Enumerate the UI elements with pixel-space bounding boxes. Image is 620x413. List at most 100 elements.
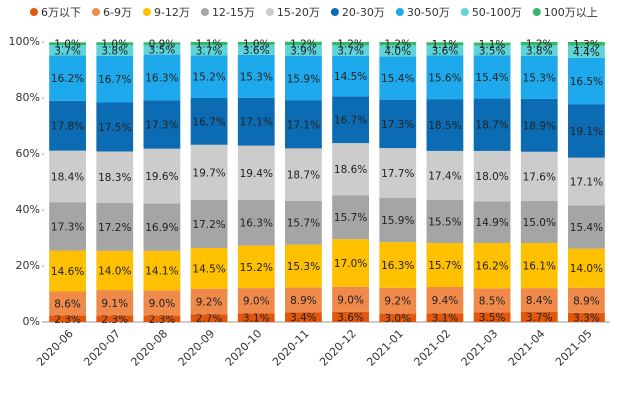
bar-segment xyxy=(237,245,275,289)
bar-segment xyxy=(96,250,134,291)
value-label: 17.2% xyxy=(98,222,131,234)
value-label: 2.3% xyxy=(101,314,128,326)
value-label: 9.0% xyxy=(149,298,176,310)
bar-segment xyxy=(332,45,369,56)
value-label: 15.4% xyxy=(475,72,508,84)
value-label: 15.0% xyxy=(523,217,556,229)
value-label: 19.6% xyxy=(145,171,178,183)
x-tick-label: 2021-01 xyxy=(364,327,406,369)
bar-segment xyxy=(568,205,605,249)
value-label: 14.0% xyxy=(570,263,603,275)
value-label: 17.1% xyxy=(240,117,273,129)
bar-segment xyxy=(49,250,86,292)
bar-segment xyxy=(190,45,228,56)
bar-segment xyxy=(190,288,228,315)
bar-segment xyxy=(379,42,417,46)
bar-segment xyxy=(96,151,134,203)
bar-segment xyxy=(379,148,417,198)
bar-segment xyxy=(473,150,511,202)
value-label: 9.4% xyxy=(432,295,459,307)
value-label: 3.5% xyxy=(479,46,506,58)
value-label: 1.1% xyxy=(479,39,506,51)
value-label: 9.2% xyxy=(384,296,411,308)
bar-segment xyxy=(96,55,134,103)
value-label: 19.4% xyxy=(240,168,273,180)
x-tick-label: 2020-06 xyxy=(34,327,76,369)
bar-segment xyxy=(568,42,605,46)
value-label: 16.3% xyxy=(240,218,273,230)
value-label: 17.6% xyxy=(523,171,556,183)
bar-segment xyxy=(190,98,228,145)
bar-segment xyxy=(379,45,417,57)
bar-segment xyxy=(379,56,417,100)
x-tick-label: 2020-12 xyxy=(317,327,359,369)
bar-segment xyxy=(237,313,275,322)
bar-segment xyxy=(426,243,464,287)
bar-segment xyxy=(49,150,86,203)
y-tick-label: 20% xyxy=(16,259,40,272)
value-label: 1.0% xyxy=(101,39,128,51)
bar-segment xyxy=(520,42,558,46)
value-label: 1.2% xyxy=(526,39,553,51)
bar-segment xyxy=(143,250,181,291)
bar-segment xyxy=(520,98,558,152)
value-label: 15.2% xyxy=(192,72,225,84)
value-label: 15.4% xyxy=(381,73,414,85)
bar-segment xyxy=(143,290,181,316)
x-tick-label: 2021-05 xyxy=(553,327,595,369)
legend-label: 20-30万 xyxy=(342,6,385,19)
value-label: 17.3% xyxy=(51,221,84,233)
value-label: 3.6% xyxy=(243,45,270,57)
bar-segment xyxy=(332,42,369,46)
bar-segment xyxy=(568,57,605,105)
bar-segment xyxy=(332,195,369,240)
value-label: 14.5% xyxy=(334,71,367,83)
bar-segment xyxy=(285,312,322,322)
value-label: 1.1% xyxy=(432,39,459,51)
bar-segment xyxy=(143,42,181,45)
value-label: 15.4% xyxy=(570,222,603,234)
value-label: 16.3% xyxy=(381,260,414,272)
legend-label: 12-15万 xyxy=(212,6,255,19)
legend-marker xyxy=(200,8,209,16)
value-label: 1.1% xyxy=(196,39,223,51)
bar-segment xyxy=(190,248,228,289)
bar-segment xyxy=(285,56,322,101)
value-label: 3.7% xyxy=(54,45,81,57)
x-tick-label: 2020-08 xyxy=(128,327,170,369)
bar-segment xyxy=(49,100,86,151)
bar-segment xyxy=(237,44,275,55)
legend-marker xyxy=(265,8,274,16)
bar-segment xyxy=(473,98,511,151)
legend-marker xyxy=(92,8,100,16)
value-label: 9.1% xyxy=(101,298,128,310)
value-label: 14.6% xyxy=(51,266,84,278)
bar-segment xyxy=(143,315,181,322)
value-label: 16.9% xyxy=(145,222,178,234)
legend-label: 100万以上 xyxy=(544,6,598,19)
value-label: 16.2% xyxy=(51,73,84,85)
bar-segment xyxy=(332,311,369,322)
value-label: 15.7% xyxy=(428,260,461,272)
bar-segment xyxy=(426,55,464,100)
bar-segment xyxy=(426,313,464,322)
value-label: 19.1% xyxy=(570,126,603,138)
value-label: 2.3% xyxy=(54,314,81,326)
x-tick-label: 2020-09 xyxy=(176,327,218,369)
bar-segment xyxy=(473,312,511,322)
value-label: 17.3% xyxy=(381,119,414,131)
value-label: 3.7% xyxy=(196,45,223,57)
bar-segment xyxy=(379,197,417,243)
bar-segment xyxy=(49,45,86,56)
value-label: 15.7% xyxy=(287,218,320,230)
bar-segment xyxy=(379,99,417,149)
bar-segment xyxy=(49,315,86,322)
legend-marker xyxy=(395,8,404,16)
bar-segment xyxy=(332,96,369,144)
bar-segment xyxy=(520,56,558,99)
value-label: 15.3% xyxy=(240,71,273,83)
x-tick-label: 2021-03 xyxy=(459,327,501,369)
bar-segment xyxy=(190,314,228,322)
value-label: 9.0% xyxy=(337,294,364,306)
